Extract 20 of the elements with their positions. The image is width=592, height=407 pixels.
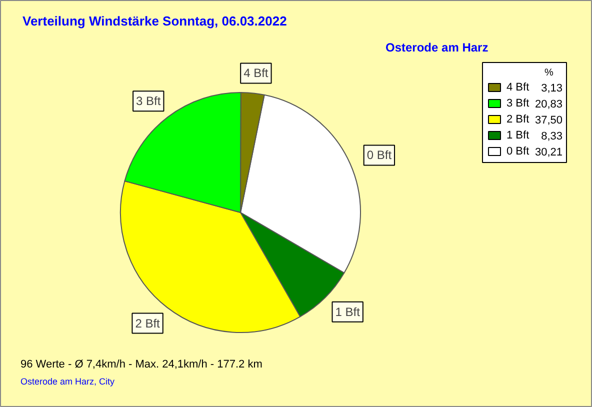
legend-label: 4 Bft [506, 82, 530, 94]
text: 96 Werte - Ø 7,4km/h - Max. 24,1km/h - 177.2 km [20, 358, 262, 370]
data-label: 3,13 [541, 82, 563, 94]
legend-label: 0 Bft [506, 146, 530, 158]
slice-label: 2 Bft [135, 316, 161, 330]
legend-label: 3 Bft [506, 98, 530, 110]
data-label: 30,21 [534, 146, 563, 158]
slice-label: 0 Bft [366, 148, 392, 162]
chart-title: Verteilung Windstärke Sonntag, 06.03.2022 [22, 14, 287, 28]
slice-label: 1 Bft [335, 304, 361, 319]
data-label: 37,50 [534, 114, 563, 126]
slice-label: 3 Bft [136, 94, 162, 108]
legend-label: 2 Bft [506, 114, 530, 126]
data-label: 8,33 [541, 130, 563, 142]
chart-subtitle: Osterode am Harz [386, 40, 488, 54]
legend-label: 1 Bft [506, 130, 530, 142]
text: Osterode am Harz, City [20, 376, 116, 386]
legend-title: % [544, 68, 554, 78]
slice-label: 4 Bft [244, 66, 269, 80]
data-label: 20,83 [534, 98, 563, 110]
